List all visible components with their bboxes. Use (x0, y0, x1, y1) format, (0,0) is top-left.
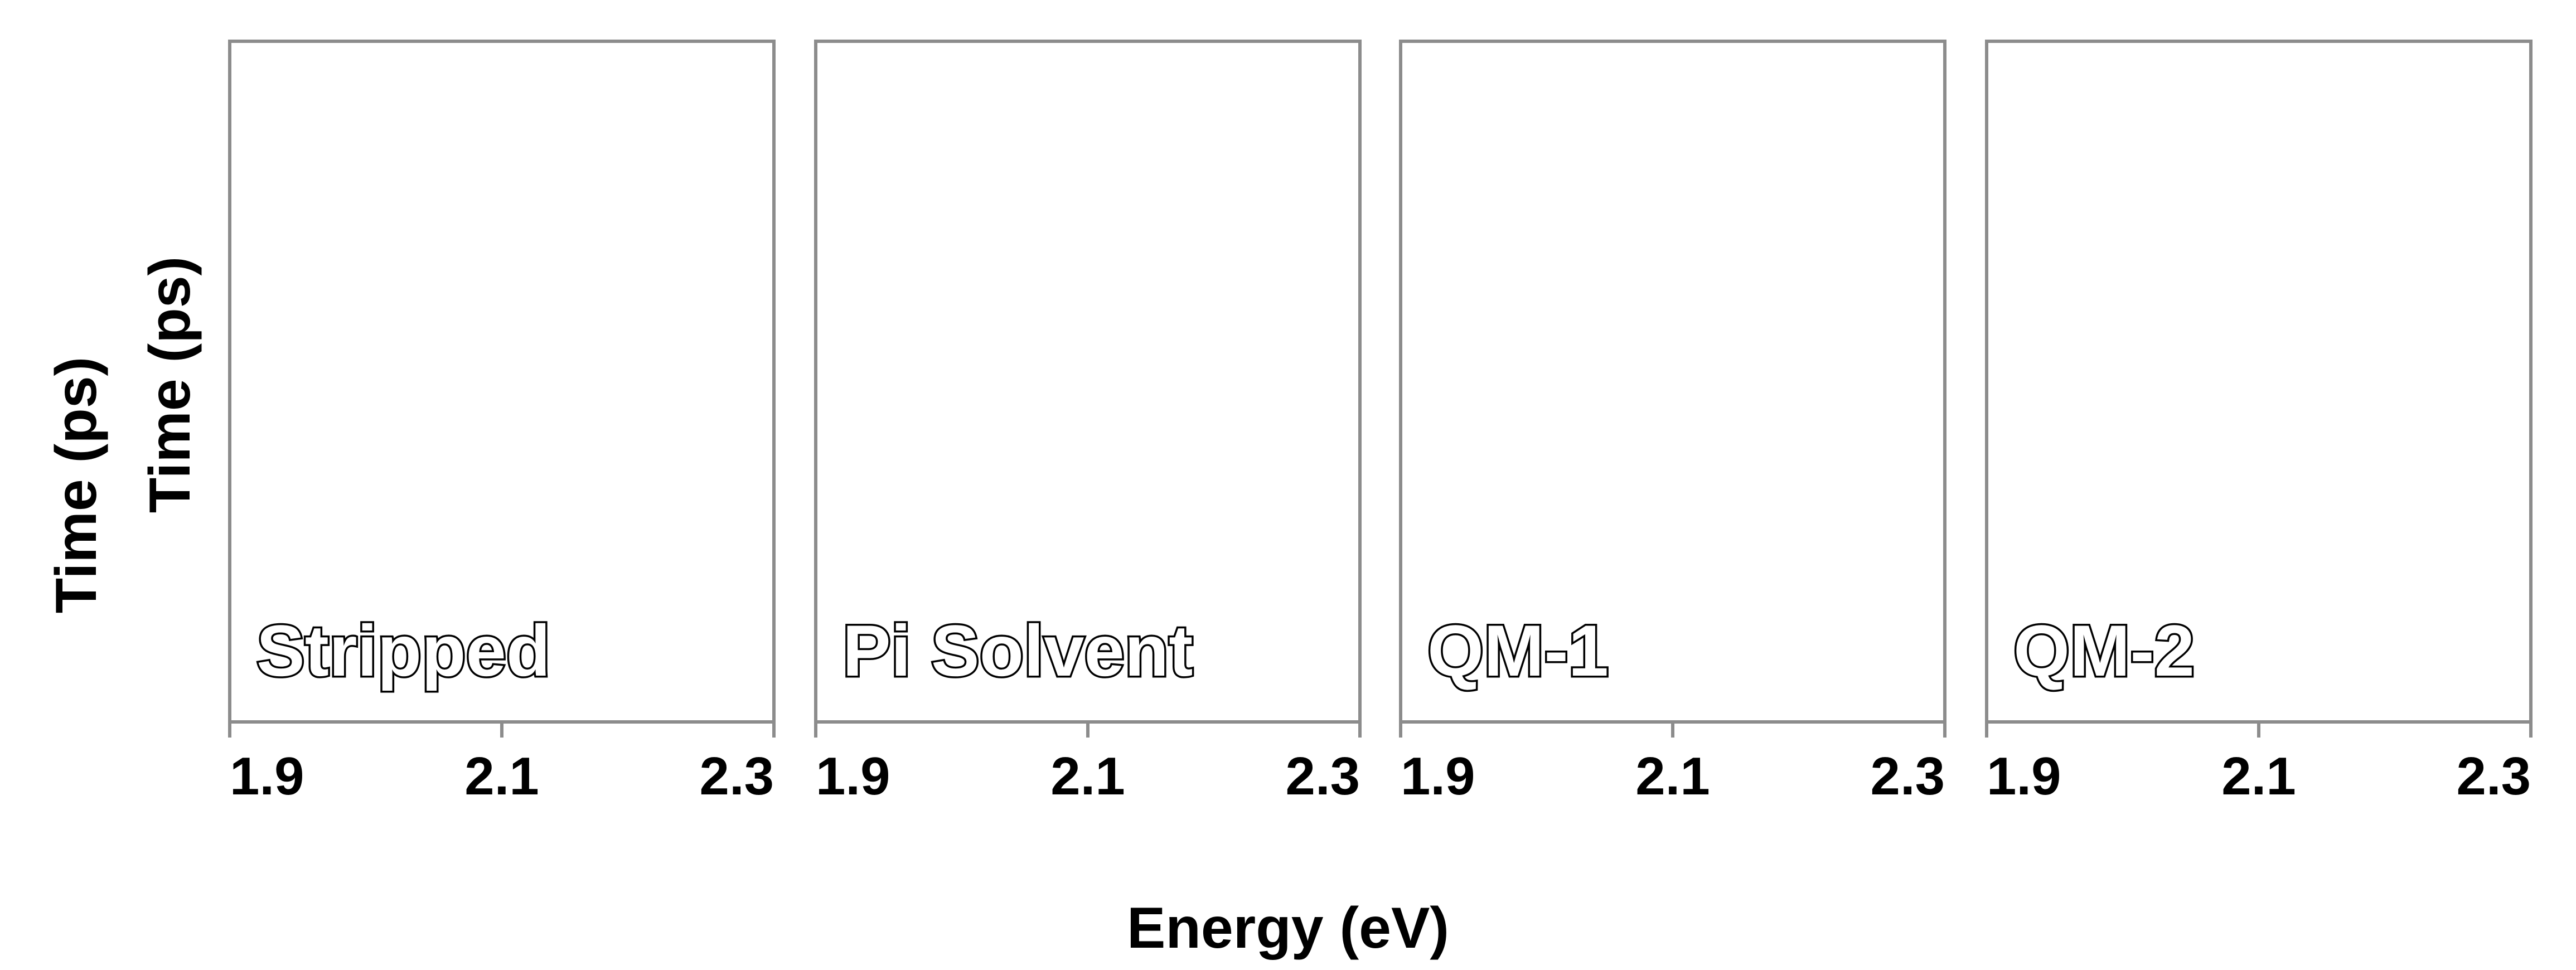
y-axis-title-1: Time (ps) (44, 357, 109, 613)
panels: 1.9 2.1 2.3 Stripped 1.9 2.1 2.3 Pi Solvent 1.9 2… (228, 40, 2533, 806)
panel-frame (814, 40, 1362, 724)
panel-label: Stripped (256, 610, 550, 691)
x-tick-label: 2.1 (464, 746, 539, 806)
panel-4: 1.9 2.1 2.3 QM-2 (1985, 40, 2533, 806)
x-tick-label: 2.1 (2221, 746, 2296, 806)
panel-label: Pi Solvent (842, 610, 1193, 691)
x-tick-label: 1.9 (1401, 746, 1475, 806)
panel-3: 1.9 2.1 2.3 QM-1 (1399, 40, 1946, 806)
panel-label: QM-2 (2013, 610, 2195, 691)
panel-frame (228, 40, 776, 724)
x-tick-label: 2.3 (700, 746, 774, 806)
x-tick-label: 2.3 (1871, 746, 1945, 806)
y-axis-title-2: Time (ps) (138, 256, 202, 513)
panel-2: 1.9 2.1 2.3 Pi Solvent (814, 40, 1362, 806)
x-tick-label: 1.9 (1987, 746, 2061, 806)
x-tick-label: 2.1 (1050, 746, 1125, 806)
x-tick-label: 2.3 (1286, 746, 1360, 806)
panel-label: QM-1 (1427, 610, 1609, 691)
x-tick-label: 1.9 (816, 746, 890, 806)
x-axis-title: Energy (eV) (1127, 896, 1449, 961)
panel-frame (1399, 40, 1946, 724)
x-tick-label: 1.9 (230, 746, 304, 806)
x-tick-label: 2.3 (2457, 746, 2531, 806)
panel-1: 1.9 2.1 2.3 Stripped (228, 40, 776, 806)
x-tick-label: 2.1 (1635, 746, 1710, 806)
